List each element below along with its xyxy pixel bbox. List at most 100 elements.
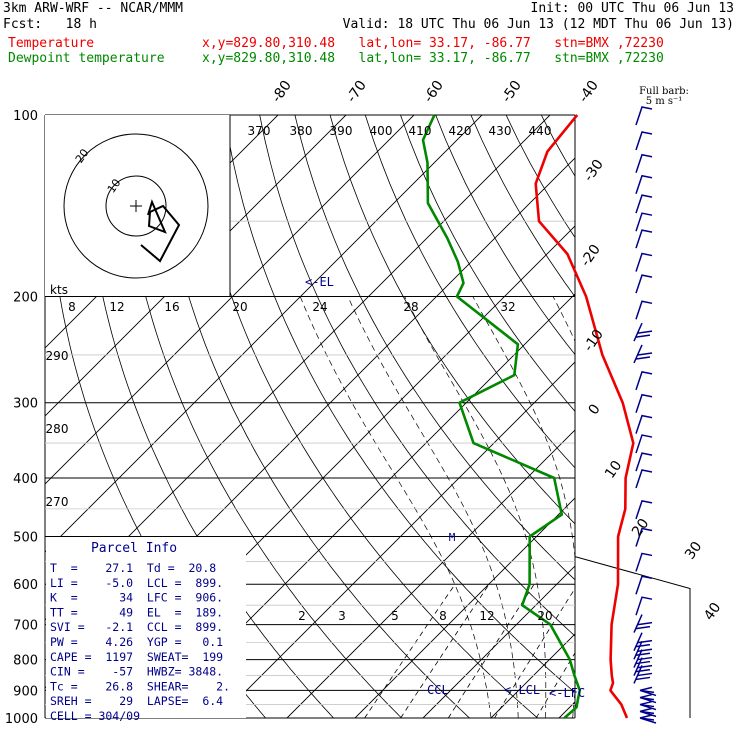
wind-barb xyxy=(639,686,657,697)
pressure-label: 500 xyxy=(13,530,38,545)
mixing-ratio-label: 8 xyxy=(439,609,447,623)
wind-barb xyxy=(635,434,653,454)
moist-adiabat xyxy=(404,296,547,718)
barb-panel-edge xyxy=(574,115,691,718)
temperature-line xyxy=(534,114,635,719)
isotherm-label: 0 xyxy=(586,401,604,417)
theta-label: 270 xyxy=(46,495,69,509)
lfc-marker: <-LFC xyxy=(549,686,585,700)
mixing-ratio-line xyxy=(400,583,490,718)
pressure-label: 700 xyxy=(13,619,38,634)
isotherm-label: -50 xyxy=(499,78,525,106)
dry-adiabat xyxy=(435,115,575,356)
wind-barb xyxy=(633,657,653,676)
mixing-ratio-line xyxy=(447,583,535,718)
mixed-layer-marker: M xyxy=(449,531,456,544)
dry-adiabat xyxy=(259,115,575,637)
parcel-info-box: Parcel Info T = 27.1 Td = 20.8LI = -5.0 L… xyxy=(45,535,246,723)
header-fcst: Fcst: 18 h xyxy=(3,17,97,32)
parcel-row: PW = 4.26 YGP = 0.1 xyxy=(50,635,223,649)
wind-barb xyxy=(635,106,653,126)
hodograph-ring-10 xyxy=(105,175,167,237)
wind-barb xyxy=(633,614,653,633)
dry-adiabat xyxy=(294,115,575,581)
hodo-scale-label: 28 xyxy=(403,300,418,314)
parcel-row: T = 27.1 Td = 20.8 xyxy=(50,561,216,575)
el-marker: <-EL xyxy=(305,275,334,289)
wind-barb xyxy=(635,500,653,520)
hodo-scale-label: 20 xyxy=(232,300,247,314)
parcel-box-bg xyxy=(46,537,246,718)
theta-e-label: 370 xyxy=(248,124,271,138)
isotherm-line xyxy=(45,115,347,417)
isotherm-label: 30 xyxy=(682,539,705,563)
parcel-row: LI = -5.0 LCL = 899. xyxy=(50,576,223,590)
dry-adiabat xyxy=(224,115,575,693)
wind-barb xyxy=(635,229,653,249)
hodograph-units: kts xyxy=(50,283,68,297)
dry-adiabat xyxy=(577,115,740,731)
isotherm-label: -30 xyxy=(581,157,607,185)
wind-barb xyxy=(635,153,653,173)
isotherm-label: -60 xyxy=(421,78,447,106)
isotherm-label: -40 xyxy=(576,78,602,106)
dry-adiabat xyxy=(188,115,539,718)
legend-temperature-loc: x,y=829.80,310.48 lat,lon= 33.17, -86.77… xyxy=(202,36,664,51)
isotherm-line xyxy=(286,429,575,718)
wind-barb xyxy=(639,700,657,711)
wind-barb xyxy=(639,714,657,724)
mixing-ratio-label: 2 xyxy=(298,609,306,623)
parcel-row: CELL = 304/09 xyxy=(50,709,140,723)
pressure-label: 800 xyxy=(13,654,38,669)
mixing-ratio-line xyxy=(591,584,669,718)
isotherm-label: 40 xyxy=(701,600,724,624)
hodo-scale-label: 24 xyxy=(312,300,327,314)
theta-e-label: 430 xyxy=(489,124,512,138)
mixing-ratio-label: 5 xyxy=(391,609,399,623)
isotherm-label: -70 xyxy=(344,78,370,106)
pressure-label: 900 xyxy=(13,684,38,699)
mixing-ratio-label: 3 xyxy=(338,609,346,623)
parcel-row: CIN = -57 HWBZ= 3848. xyxy=(50,665,223,679)
pressure-label: 100 xyxy=(13,109,38,124)
wind-barb xyxy=(635,300,653,320)
moist-adiabat xyxy=(654,297,723,719)
wind-barb xyxy=(635,575,653,595)
isotherm-line xyxy=(218,361,575,718)
wind-barb xyxy=(635,274,653,294)
pressure-label: 400 xyxy=(13,472,38,487)
dry-adiabat xyxy=(153,115,471,718)
hodograph-trace xyxy=(140,199,181,263)
wind-barb xyxy=(635,452,653,472)
parcel-row: TT = 49 EL = 189. xyxy=(50,605,223,619)
theta-e-label: 410 xyxy=(409,124,432,138)
legend-dewpoint-loc: x,y=829.80,310.48 lat,lon= 33.17, -86.77… xyxy=(202,51,664,66)
dry-adiabat xyxy=(505,115,575,239)
parcel-row: K = 34 LFC = 906. xyxy=(50,591,223,605)
wind-barbs xyxy=(633,106,657,724)
hodo-scale-label: 32 xyxy=(500,300,515,314)
wind-barb xyxy=(635,371,653,391)
legend-temperature: Temperature xyxy=(8,36,95,51)
wind-barb xyxy=(635,414,653,434)
theta-e-label: 440 xyxy=(529,124,552,138)
hodo-scale-label: 16 xyxy=(164,300,179,314)
isotherm-label: 10 xyxy=(602,458,625,482)
wind-barb xyxy=(633,640,653,660)
ccl-marker: CCL xyxy=(427,683,449,697)
isotherm-line xyxy=(354,497,575,718)
pressure-label: 200 xyxy=(13,291,38,306)
legend-dewpoint: Dewpoint temperature xyxy=(8,51,165,66)
hodo-scale-label: 12 xyxy=(109,300,124,314)
isotherm-line xyxy=(150,293,575,718)
dry-adiabat xyxy=(717,115,740,731)
dry-adiabat xyxy=(118,115,403,718)
theta-label: 290 xyxy=(46,349,69,363)
wind-barb xyxy=(635,552,653,572)
theta-e-label: 390 xyxy=(330,124,353,138)
dry-adiabat xyxy=(329,115,575,525)
parcel-row: Tc = 26.8 SHEAR= 2. xyxy=(50,679,230,693)
wind-barb xyxy=(635,527,653,547)
isotherm-label: -10 xyxy=(581,327,607,355)
